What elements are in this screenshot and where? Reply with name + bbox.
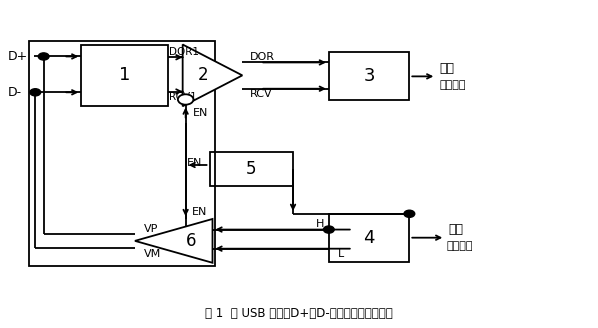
Text: 图 1  将 USB 信号（D+、D-）转换为激光的框图: 图 1 将 USB 信号（D+、D-）转换为激光的框图	[205, 307, 393, 320]
Polygon shape	[182, 45, 242, 106]
Text: D+: D+	[8, 50, 28, 63]
Text: 5: 5	[246, 160, 257, 178]
Circle shape	[30, 89, 41, 96]
Circle shape	[38, 53, 49, 60]
Bar	[329, 214, 410, 262]
Text: 1: 1	[119, 66, 130, 84]
Bar	[81, 45, 168, 106]
Text: EN: EN	[187, 158, 202, 168]
Text: （发射）: （发射）	[439, 80, 466, 90]
Text: VP: VP	[144, 223, 158, 234]
Text: L: L	[338, 249, 344, 259]
Text: DOR: DOR	[249, 52, 274, 62]
Text: EN: EN	[193, 108, 208, 118]
Text: 6: 6	[187, 232, 197, 250]
Text: H: H	[316, 219, 324, 229]
Text: 2: 2	[198, 66, 209, 84]
Circle shape	[404, 210, 415, 217]
Text: RCV: RCV	[249, 89, 272, 99]
Bar	[29, 41, 215, 266]
Bar	[209, 152, 293, 186]
Text: 激光: 激光	[439, 62, 454, 75]
Text: （接收）: （接收）	[446, 241, 473, 252]
Text: D-: D-	[8, 86, 22, 99]
Circle shape	[178, 94, 193, 105]
Text: 激光: 激光	[448, 223, 463, 236]
Text: DOR1: DOR1	[169, 47, 199, 57]
Text: RCV1: RCV1	[169, 92, 197, 102]
Circle shape	[324, 226, 334, 233]
Text: 3: 3	[364, 67, 375, 85]
Text: EN: EN	[191, 207, 207, 217]
Bar	[329, 52, 410, 100]
Polygon shape	[135, 219, 212, 263]
Text: 4: 4	[364, 229, 375, 247]
Text: VM: VM	[144, 249, 161, 258]
